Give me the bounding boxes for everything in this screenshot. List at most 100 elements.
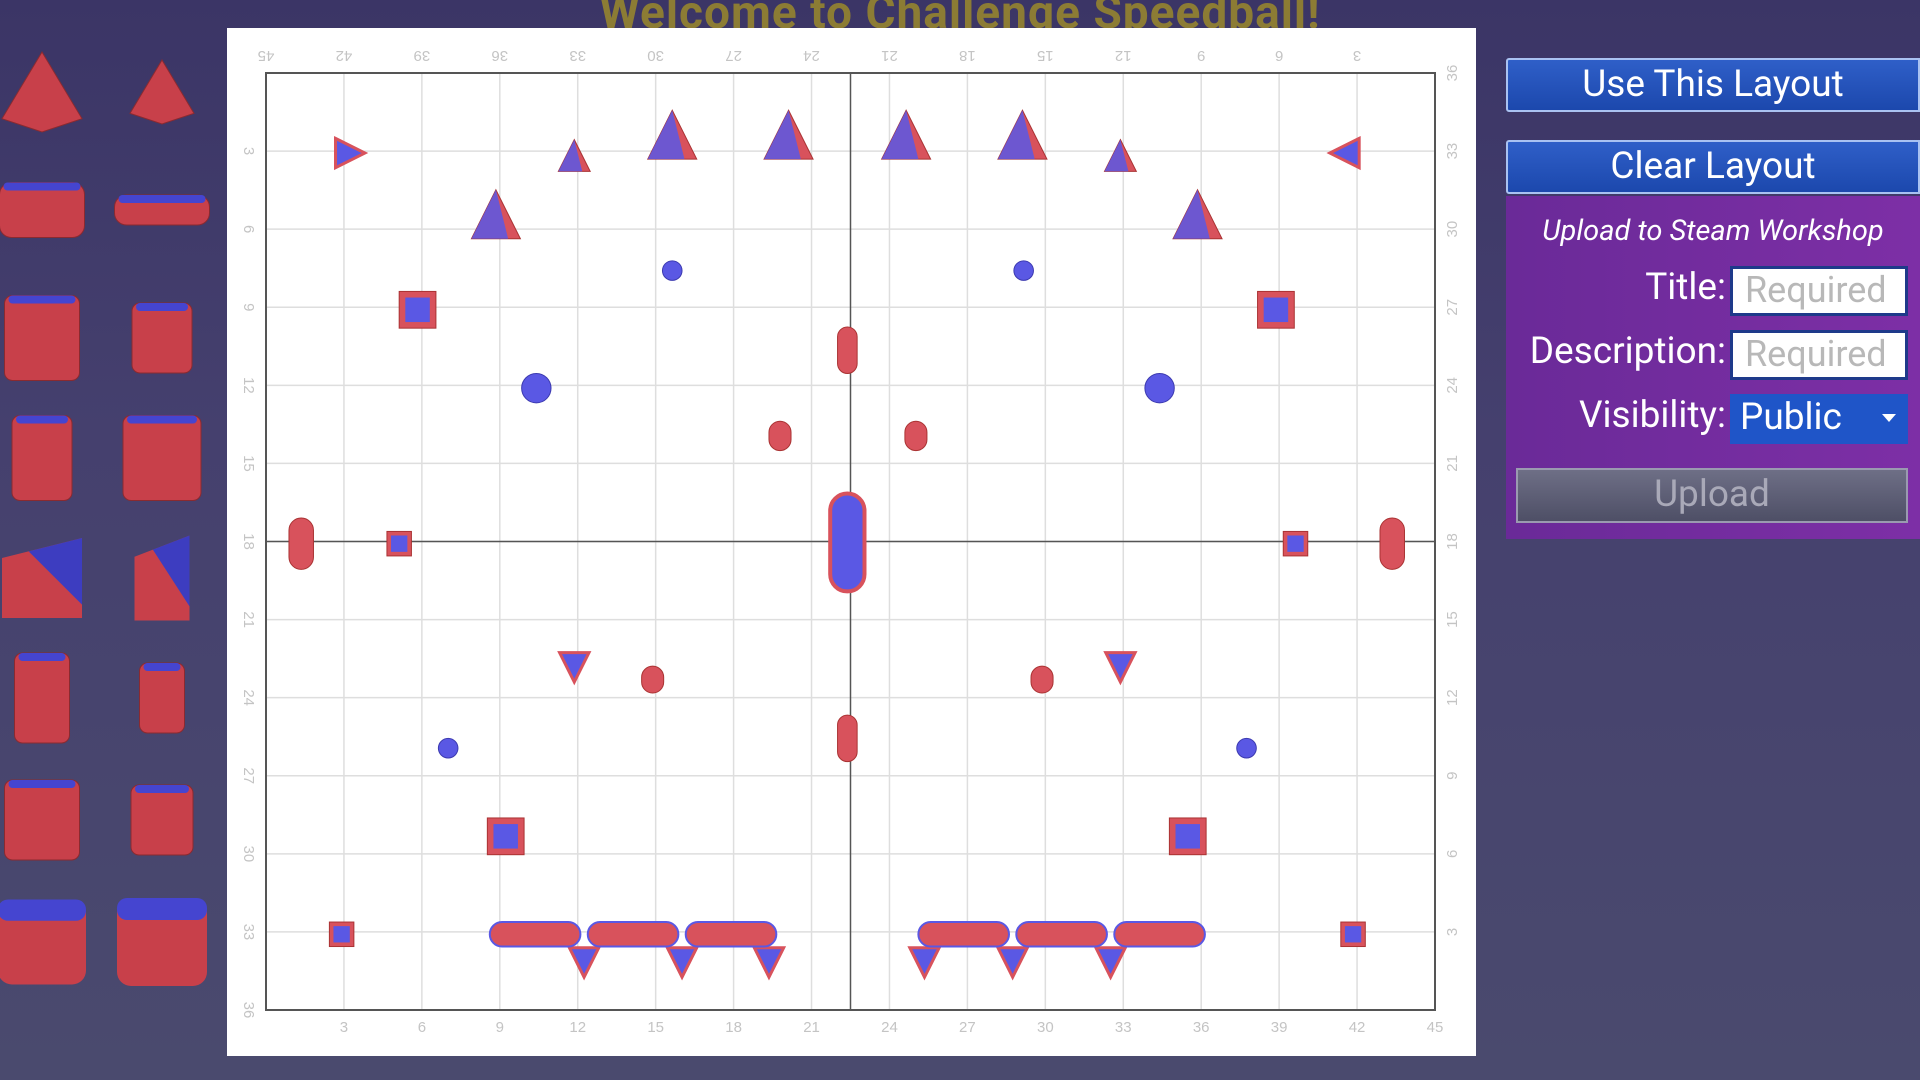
- axis-label: 39: [414, 47, 431, 64]
- axis-label: 3: [240, 147, 257, 155]
- cylinder-obstacle[interactable]: [1030, 665, 1054, 694]
- axis-label: 12: [1444, 689, 1461, 706]
- axis-label: 9: [1197, 47, 1205, 64]
- cone-obstacle[interactable]: [1326, 135, 1361, 171]
- palette-item[interactable]: [11, 415, 73, 501]
- palette-item[interactable]: [131, 302, 193, 374]
- dorito-obstacle[interactable]: [1144, 372, 1175, 404]
- workshop-heading: Upload to Steam Workshop: [1542, 214, 1884, 248]
- palette-item-top: [135, 785, 189, 793]
- layout-board: 3 6 9 12 15 18 21 24 27 30 33 36 39 42 45 45 42 39 36 33 30 2…: [227, 28, 1476, 1056]
- palette-item[interactable]: [122, 415, 202, 501]
- pyramid-face: [471, 189, 509, 239]
- upload-button[interactable]: Upload: [1516, 468, 1908, 523]
- snake-obstacle[interactable]: [917, 921, 1010, 948]
- pyramid-face: [647, 110, 685, 160]
- cylinder-obstacle[interactable]: [837, 326, 858, 374]
- palette-item[interactable]: [4, 779, 80, 861]
- axis-label: 45: [258, 47, 275, 64]
- visibility-value: Public: [1740, 396, 1842, 439]
- pyramid-face: [997, 110, 1035, 160]
- cube-top: [333, 926, 350, 943]
- palette-item[interactable]: [139, 662, 185, 734]
- snake-obstacle[interactable]: [684, 921, 778, 948]
- axis-label: 39: [1271, 1019, 1288, 1036]
- axis-label: 24: [240, 689, 257, 706]
- axis-label: 33: [569, 47, 586, 64]
- description-input[interactable]: Required: [1730, 330, 1908, 380]
- palette-item-face: [28, 538, 83, 605]
- cone-obstacle[interactable]: [907, 946, 942, 981]
- axis-label: 15: [1037, 47, 1054, 64]
- cone-obstacle[interactable]: [1103, 651, 1138, 686]
- title-label: Title:: [1645, 266, 1726, 309]
- axis-label: 9: [496, 1019, 504, 1036]
- axis-label: 30: [1037, 1019, 1054, 1036]
- axis-label: 21: [240, 611, 257, 628]
- snake-obstacle[interactable]: [1015, 921, 1108, 948]
- cylinder-obstacle[interactable]: [641, 665, 665, 694]
- dorito-obstacle[interactable]: [521, 372, 552, 404]
- cylinder-obstacle[interactable]: [288, 517, 314, 570]
- use-layout-button[interactable]: Use This Layout: [1506, 58, 1920, 112]
- cylinder-obstacle[interactable]: [768, 420, 792, 452]
- description-label: Description:: [1529, 330, 1726, 373]
- axis-label: 9: [1444, 772, 1461, 780]
- axis-label: 3: [1353, 47, 1361, 64]
- palette-item-top: [118, 195, 206, 203]
- axis-label: 24: [881, 1019, 898, 1036]
- dorito-obstacle[interactable]: [1013, 260, 1034, 281]
- palette-item[interactable]: [129, 59, 195, 125]
- cylinder-obstacle[interactable]: [1379, 517, 1405, 570]
- axis-label: 36: [1193, 1019, 1210, 1036]
- dorito-obstacle[interactable]: [1236, 737, 1257, 759]
- axis-label: 27: [1444, 299, 1461, 316]
- axis-label: 30: [240, 845, 257, 862]
- cone-obstacle[interactable]: [1093, 946, 1128, 981]
- cone-obstacle[interactable]: [664, 946, 700, 981]
- palette-item[interactable]: [130, 784, 194, 856]
- palette-item[interactable]: [4, 295, 80, 381]
- axis-label: 9: [240, 303, 257, 311]
- dorito-obstacle[interactable]: [661, 260, 683, 281]
- cone-obstacle[interactable]: [566, 946, 602, 981]
- cone-obstacle[interactable]: [751, 946, 787, 981]
- cylinder-obstacle[interactable]: [828, 491, 867, 594]
- axis-label: 27: [959, 1019, 976, 1036]
- axis-label: 6: [1275, 47, 1283, 64]
- snake-obstacle[interactable]: [1113, 921, 1206, 948]
- snake-obstacle[interactable]: [586, 921, 680, 948]
- palette-item[interactable]: [14, 652, 70, 744]
- palette-item[interactable]: [0, 899, 86, 985]
- cylinder-obstacle[interactable]: [904, 420, 928, 452]
- cone-obstacle[interactable]: [995, 946, 1030, 981]
- cube-top: [405, 297, 430, 323]
- cone-obstacle[interactable]: [334, 135, 369, 171]
- palette-item-top: [117, 898, 207, 920]
- palette-item[interactable]: [1, 51, 83, 133]
- axis-label: 18: [959, 47, 976, 64]
- palette-item[interactable]: [0, 182, 85, 238]
- palette-item-top: [18, 653, 66, 661]
- axis-label: 30: [1444, 221, 1461, 238]
- clear-layout-button[interactable]: Clear Layout: [1506, 140, 1920, 194]
- palette-item-top: [8, 780, 76, 788]
- title-input[interactable]: Required: [1730, 266, 1908, 316]
- axis-label: 21: [1444, 455, 1461, 472]
- axis-label: 42: [336, 47, 353, 64]
- palette-item-top: [8, 295, 76, 304]
- dorito-obstacle[interactable]: [437, 737, 459, 759]
- palette-item-top: [143, 663, 181, 671]
- axis-label: 33: [1115, 1019, 1132, 1036]
- visibility-label: Visibility:: [1579, 394, 1726, 437]
- axis-label: 6: [240, 225, 257, 233]
- axis-label: 18: [240, 533, 257, 550]
- axis-label: 21: [881, 47, 898, 64]
- snake-obstacle[interactable]: [488, 921, 582, 948]
- cone-obstacle[interactable]: [557, 651, 592, 686]
- visibility-dropdown[interactable]: Public: [1730, 394, 1908, 444]
- axis-label: 18: [725, 1019, 742, 1036]
- cylinder-obstacle[interactable]: [837, 714, 858, 763]
